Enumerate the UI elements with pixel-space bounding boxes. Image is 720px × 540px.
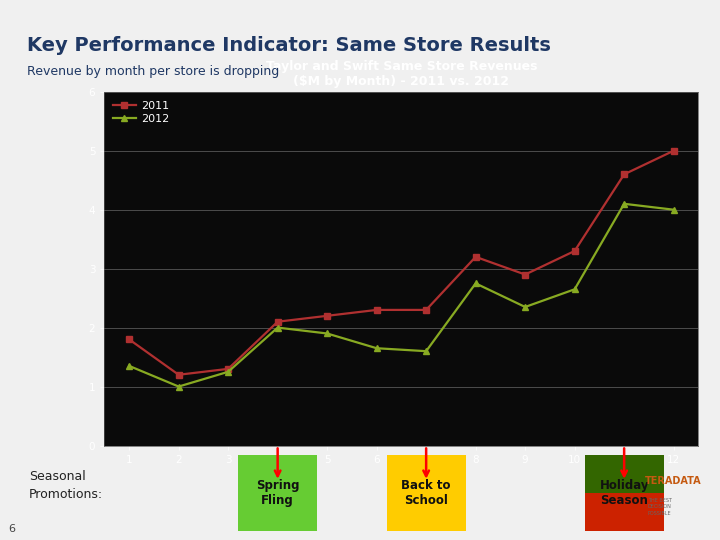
2012 (570, 286, 579, 293)
Text: Spring
Fling: Spring Fling (256, 479, 300, 507)
2011 (372, 307, 381, 313)
Legend: 2011, 2012: 2011, 2012 (110, 97, 173, 127)
2011 (323, 313, 331, 319)
2012 (372, 345, 381, 352)
2012 (620, 200, 629, 207)
2012 (521, 303, 529, 310)
2011 (620, 171, 629, 178)
2011 (570, 248, 579, 254)
2011 (224, 366, 233, 372)
Text: Back to
School: Back to School (402, 479, 451, 507)
2011 (472, 254, 480, 260)
Text: TERADATA: TERADATA (644, 476, 701, 487)
2011 (521, 271, 529, 278)
Text: THE BEST
DECISION
POSSIBLE: THE BEST DECISION POSSIBLE (648, 498, 672, 516)
Bar (387, 455, 466, 530)
2012 (274, 325, 282, 331)
Title: Taylor and Swift Same Store Revenues
($M by Month) - 2011 vs. 2012: Taylor and Swift Same Store Revenues ($M… (266, 60, 537, 88)
2012 (472, 280, 480, 287)
Bar (585, 492, 664, 530)
2011 (670, 147, 678, 154)
Text: 6: 6 (9, 524, 16, 535)
Bar (585, 455, 664, 492)
2011 (274, 319, 282, 325)
2011 (174, 372, 183, 378)
2012 (422, 348, 431, 354)
2012 (224, 369, 233, 375)
Text: Holiday
Season: Holiday Season (599, 479, 649, 507)
Line: 2012: 2012 (126, 200, 677, 390)
Text: Seasonal
Promotions:: Seasonal Promotions: (29, 470, 103, 501)
2012 (670, 206, 678, 213)
2012 (125, 363, 133, 369)
Line: 2011: 2011 (126, 147, 677, 378)
2011 (422, 307, 431, 313)
2012 (323, 330, 331, 337)
Text: Key Performance Indicator: Same Store Results: Key Performance Indicator: Same Store Re… (27, 36, 552, 56)
2012 (174, 383, 183, 390)
2011 (125, 336, 133, 342)
Bar (238, 455, 318, 530)
Text: Revenue by month per store is dropping: Revenue by month per store is dropping (27, 65, 279, 78)
